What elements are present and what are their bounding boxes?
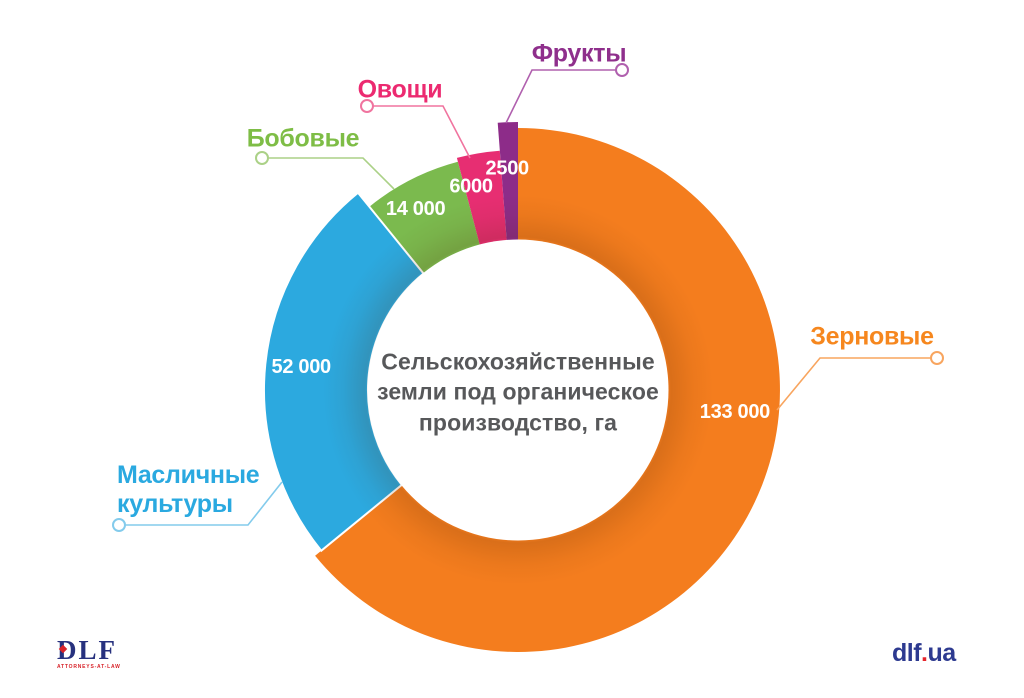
website-logo-suffix: ua	[927, 639, 957, 667]
callout-dot-icon	[615, 63, 629, 77]
callout-line	[373, 105, 471, 159]
slice-value-label: 133 000	[700, 401, 770, 423]
callout-line	[268, 157, 395, 190]
callout-dot-icon	[255, 151, 269, 165]
callout-dot-icon	[112, 518, 126, 532]
callout-line	[505, 69, 616, 124]
slice-value-label: 2500	[486, 157, 529, 179]
callout-dot-icon	[360, 99, 374, 113]
donut-hole	[367, 239, 669, 541]
dlf-logo: DLF ATTORNEYS-AT-LAW	[57, 635, 137, 671]
chart-center-title: Сельскохозяйственные земли под органичес…	[377, 348, 659, 436]
website-logo: dlf.ua	[892, 639, 956, 668]
slice-value-label: 52 000	[272, 356, 332, 378]
dlf-logo-text: DLF	[57, 635, 117, 665]
slice-value-label: 14 000	[386, 198, 446, 220]
callout-line	[776, 357, 931, 411]
callout-dot-icon	[930, 351, 944, 365]
website-logo-prefix: dlf	[892, 639, 922, 667]
slice-value-label: 6000	[449, 175, 492, 197]
website-logo-dot: .	[921, 639, 928, 667]
callout-line	[125, 481, 283, 526]
dlf-logo-tagline: ATTORNEYS-AT-LAW	[57, 664, 121, 670]
